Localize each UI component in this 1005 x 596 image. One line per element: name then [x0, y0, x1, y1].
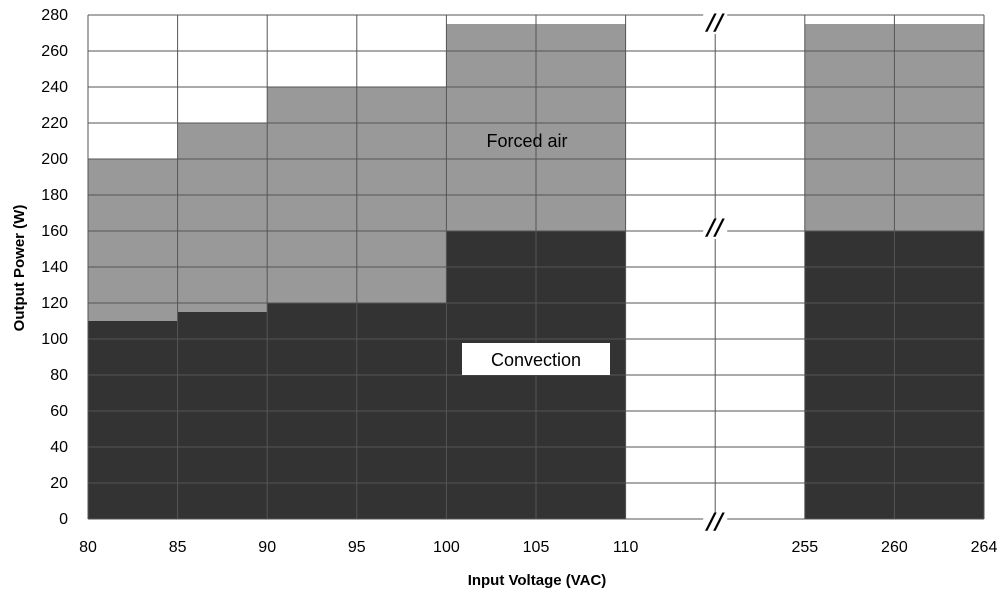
y-tick-label: 180 — [41, 187, 68, 204]
y-tick-label: 120 — [41, 295, 68, 312]
y-tick-label: 260 — [41, 43, 68, 60]
x-axis-title: Input Voltage (VAC) — [468, 572, 607, 589]
tick-labels: 0 20 40 60 80 100 120 140 160 180 200 220 240 260 280 8… — [41, 7, 997, 556]
y-tick-label: 280 — [41, 7, 68, 24]
x-tick-label: 105 — [523, 539, 550, 556]
convection-label-box — [462, 343, 610, 375]
y-tick-label: 100 — [41, 331, 68, 348]
x-tick-label: 255 — [791, 539, 818, 556]
x-tick-label: 80 — [79, 539, 97, 556]
y-axis-title: Output Power (W) — [11, 205, 28, 332]
x-tick-label: 90 — [258, 539, 276, 556]
y-tick-label: 60 — [50, 403, 68, 420]
x-tick-label: 100 — [433, 539, 460, 556]
y-tick-label: 20 — [50, 475, 68, 492]
y-tick-label: 220 — [41, 115, 68, 132]
axis-break-mask — [703, 513, 728, 533]
axis-break-marker: // — [704, 510, 725, 535]
axis-break-marker: // — [704, 11, 725, 36]
convection-block-0 — [88, 321, 178, 519]
x-tick-label: 85 — [169, 539, 187, 556]
convection-block-1 — [177, 312, 268, 519]
y-tick-label: 240 — [41, 79, 68, 96]
y-tick-label: 140 — [41, 259, 68, 276]
axis-break-mask — [703, 219, 728, 239]
y-tick-label: 40 — [50, 439, 68, 456]
y-tick-label: 0 — [59, 511, 68, 528]
annotations: // // // Forced air Convection — [462, 11, 728, 535]
x-tick-label: 260 — [881, 539, 908, 556]
y-tick-label: 80 — [50, 367, 68, 384]
y-tick-label: 200 — [41, 151, 68, 168]
axis-break-marker: // — [704, 216, 725, 241]
forced-air-label: Forced air — [486, 131, 567, 151]
gridlines — [87, 14, 985, 520]
x-tick-label: 95 — [348, 539, 366, 556]
x-tick-label: 264 — [971, 539, 998, 556]
y-tick-label: 160 — [41, 223, 68, 240]
x-tick-label: 110 — [613, 539, 639, 556]
convection-label: Convection — [491, 350, 581, 370]
axis-break-mask — [703, 14, 728, 34]
